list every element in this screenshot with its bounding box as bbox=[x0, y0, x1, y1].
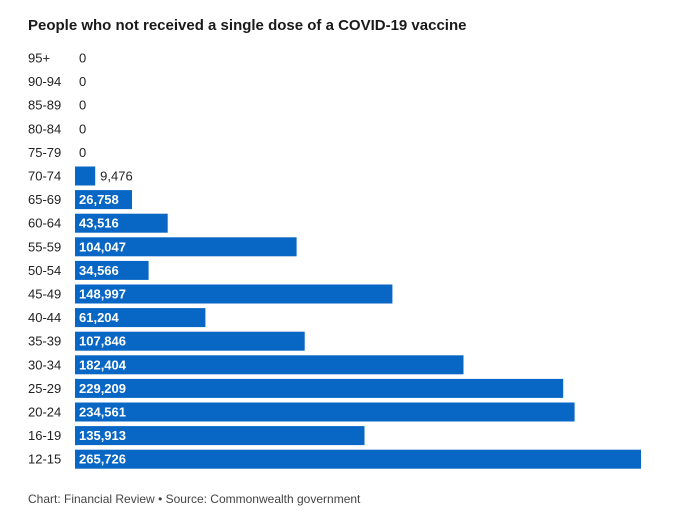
category-label: 40-44 bbox=[28, 310, 61, 325]
value-label: 104,047 bbox=[79, 239, 126, 254]
footer-credit: Chart: Financial Review bbox=[28, 492, 155, 506]
category-label: 30-34 bbox=[28, 357, 61, 372]
bar bbox=[75, 166, 96, 186]
value-label: 0 bbox=[79, 51, 86, 66]
bar bbox=[75, 402, 575, 422]
category-label: 12-15 bbox=[28, 452, 61, 467]
value-label: 107,846 bbox=[79, 334, 126, 349]
category-label: 20-24 bbox=[28, 405, 61, 420]
category-label: 16-19 bbox=[28, 428, 61, 443]
value-label: 0 bbox=[79, 121, 86, 136]
category-label: 55-59 bbox=[28, 239, 61, 254]
bar bbox=[75, 213, 168, 233]
value-label: 182,404 bbox=[79, 357, 127, 372]
value-label: 0 bbox=[79, 98, 86, 113]
bar-chart: 95+ 0 90-94 0 85-89 0 80-84 0 75-79 0 70-74 9,476 65… bbox=[28, 51, 641, 469]
footer-source: Source: Commonwealth government bbox=[165, 492, 361, 506]
value-label: 61,204 bbox=[79, 310, 120, 325]
category-label: 45-49 bbox=[28, 287, 61, 302]
category-label: 95+ bbox=[28, 51, 50, 66]
value-label: 26,758 bbox=[79, 192, 119, 207]
value-label: 0 bbox=[79, 145, 86, 160]
value-label: 265,726 bbox=[79, 452, 126, 467]
bar bbox=[75, 449, 641, 469]
category-label: 75-79 bbox=[28, 145, 61, 160]
bar bbox=[75, 378, 564, 398]
bar bbox=[75, 190, 132, 210]
category-label: 90-94 bbox=[28, 74, 61, 89]
bar bbox=[75, 331, 305, 351]
bar bbox=[75, 308, 206, 328]
category-label: 85-89 bbox=[28, 98, 61, 113]
value-label: 9,476 bbox=[100, 169, 133, 184]
bar bbox=[75, 260, 149, 280]
category-label: 60-64 bbox=[28, 216, 61, 231]
value-label: 148,997 bbox=[79, 287, 126, 302]
category-label: 50-54 bbox=[28, 263, 61, 278]
value-label: 229,209 bbox=[79, 381, 126, 396]
bar bbox=[75, 355, 464, 375]
chart-title: People who not received a single dose of… bbox=[28, 17, 467, 34]
value-label: 43,516 bbox=[79, 216, 119, 231]
value-label: 34,566 bbox=[79, 263, 119, 278]
category-label: 70-74 bbox=[28, 169, 61, 184]
value-label: 234,561 bbox=[79, 405, 126, 420]
bar bbox=[75, 284, 393, 304]
category-label: 80-84 bbox=[28, 121, 61, 136]
footer-separator: • bbox=[158, 492, 163, 506]
bar bbox=[75, 426, 365, 446]
chart-footer: Chart: Financial Review • Source: Common… bbox=[28, 492, 360, 506]
category-label: 25-29 bbox=[28, 381, 61, 396]
bar bbox=[75, 237, 297, 257]
category-label: 65-69 bbox=[28, 192, 61, 207]
value-label: 0 bbox=[79, 74, 86, 89]
category-label: 35-39 bbox=[28, 334, 61, 349]
value-label: 135,913 bbox=[79, 428, 126, 443]
